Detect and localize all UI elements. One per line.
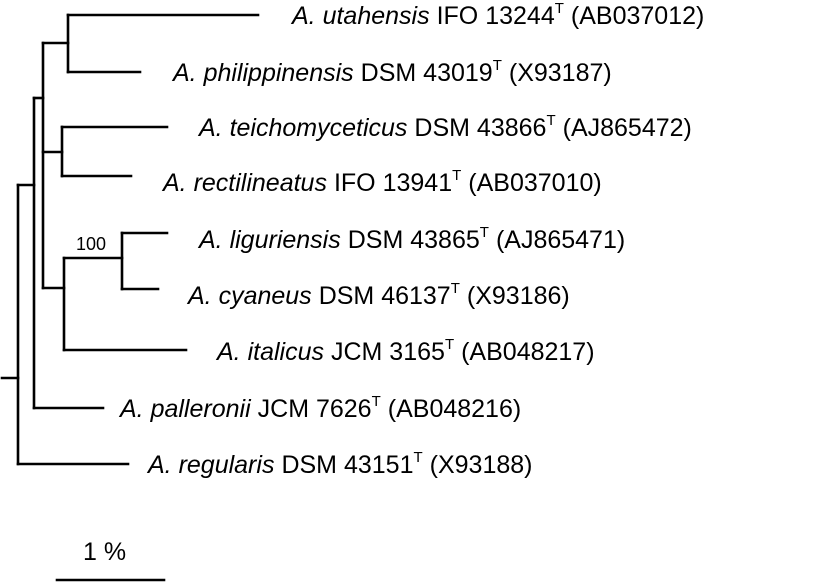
accession-number: (AB037012) (571, 2, 704, 30)
strain-id: DSM 46137 (319, 282, 451, 310)
accession-number: (X93187) (509, 59, 612, 87)
taxon-label-rectilineatus: A. rectilineatus IFO 13941T (AB037010) (161, 167, 602, 197)
accession-number: (X93186) (467, 282, 570, 310)
strain-id: DSM 43151 (281, 451, 413, 479)
taxon-labels: A. utahensis IFO 13244T (AB037012) A. phil… (118, 0, 704, 479)
taxon-label-utahensis: A. utahensis IFO 13244T (AB037012) (290, 0, 704, 30)
strain-id: IFO 13941 (334, 169, 452, 197)
species-name: A. italicus (215, 338, 324, 366)
type-strain-mark: T (493, 57, 502, 74)
species-name: A. teichomyceticus (197, 114, 407, 142)
type-strain-mark: T (546, 112, 555, 129)
strain-id: DSM 43865 (348, 226, 480, 254)
species-name: A. regularis (146, 451, 274, 479)
taxon-label-palleronii: A. palleronii JCM 7626T (AB048216) (118, 393, 521, 423)
tree-branches (0, 13, 260, 466)
type-strain-mark: T (372, 393, 381, 410)
accession-number: (X93188) (430, 451, 533, 479)
type-strain-mark: T (445, 336, 454, 353)
type-strain-mark: T (413, 449, 422, 466)
taxon-label-regularis: A. regularis DSM 43151T (X93188) (146, 449, 533, 479)
type-strain-mark: T (451, 280, 460, 297)
accession-number: (AB037010) (468, 169, 601, 197)
scale-bar-label: 1 % (83, 538, 126, 566)
strain-id: DSM 43866 (414, 114, 546, 142)
species-name: A. utahensis (290, 2, 430, 30)
strain-id: JCM 3165 (331, 338, 445, 366)
strain-id: IFO 13244 (437, 2, 555, 30)
accession-number: (AJ865472) (563, 114, 692, 142)
taxon-label-italicus: A. italicus JCM 3165T (AB048217) (215, 336, 595, 366)
strain-id: DSM 43019 (361, 59, 493, 87)
accession-number: (AB048217) (461, 338, 594, 366)
species-name: A. cyaneus (186, 282, 312, 310)
species-name: A. rectilineatus (161, 169, 327, 197)
strain-id: JCM 7626 (258, 395, 372, 423)
accession-number: (AJ865471) (496, 226, 625, 254)
taxon-label-philippinensis: A. philippinensis DSM 43019T (X93187) (171, 57, 612, 87)
taxon-label-liguriensis: A. liguriensis DSM 43865T (AJ865471) (197, 224, 625, 254)
type-strain-mark: T (555, 0, 564, 17)
taxon-label-cyaneus: A. cyaneus DSM 46137T (X93186) (186, 280, 570, 310)
species-name: A. liguriensis (197, 226, 341, 254)
type-strain-mark: T (452, 167, 461, 184)
species-name: A. philippinensis (171, 59, 354, 87)
taxon-label-teichomyceticus: A. teichomyceticus DSM 43866T (AJ865472) (197, 112, 692, 142)
accession-number: (AB048216) (388, 395, 521, 423)
bootstrap-value: 100 (76, 234, 106, 254)
species-name: A. palleronii (118, 395, 252, 423)
type-strain-mark: T (480, 224, 489, 241)
scale-bar: 1 % (55, 538, 166, 582)
